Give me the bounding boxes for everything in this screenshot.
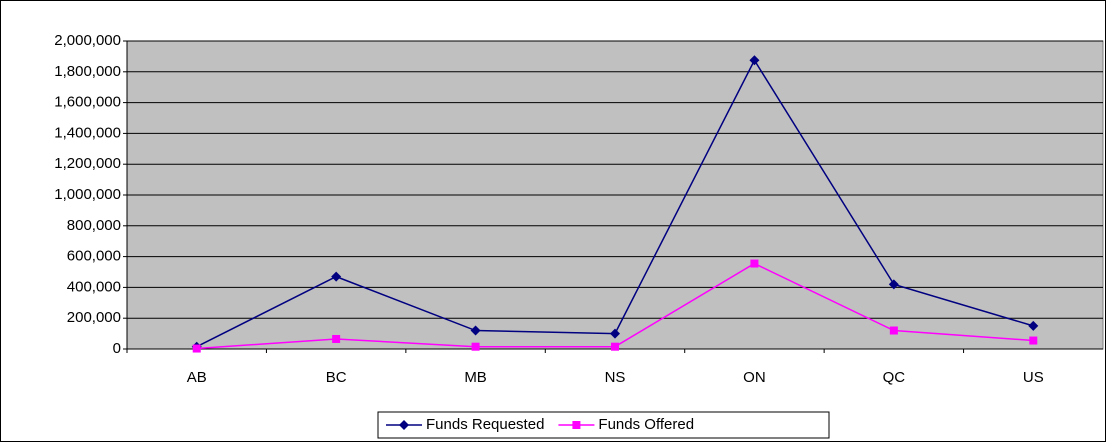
y-tick-label: 0 (113, 340, 121, 357)
x-tick-label: AB (187, 369, 207, 386)
y-tick-label: 1,800,000 (54, 63, 121, 80)
marker (572, 421, 581, 429)
x-tick-label: ON (743, 369, 766, 386)
y-tick-label: 1,000,000 (54, 186, 121, 203)
legend-label: Funds Offered (598, 416, 694, 433)
y-tick-label: 400,000 (67, 278, 121, 295)
legend-box (377, 411, 830, 439)
marker (1028, 320, 1039, 331)
x-tick-label: US (1023, 369, 1044, 386)
marker (610, 328, 620, 339)
marker (399, 420, 409, 430)
marker (192, 344, 201, 353)
marker (332, 334, 341, 343)
x-tick-label: BC (326, 369, 347, 386)
y-tick-label: 1,600,000 (54, 94, 121, 111)
x-tick-label: MB (464, 369, 487, 386)
y-tick-label: 800,000 (67, 217, 121, 234)
y-tick-label: 1,400,000 (54, 124, 121, 141)
marker (889, 326, 898, 335)
marker (888, 279, 899, 290)
marker (750, 259, 759, 268)
y-tick-label: 200,000 (67, 309, 121, 326)
y-tick-label: 1,200,000 (54, 155, 121, 172)
marker (749, 55, 760, 66)
legend-label: Funds Requested (426, 416, 544, 433)
x-tick-label: QC (883, 369, 906, 386)
marker (611, 342, 619, 351)
y-tick-label: 2,000,000 (54, 32, 121, 49)
marker (331, 271, 342, 282)
marker (470, 325, 481, 336)
y-tick-label: 600,000 (67, 248, 121, 265)
marker (471, 342, 480, 351)
x-tick-label: NS (605, 369, 626, 386)
marker (1029, 336, 1038, 345)
